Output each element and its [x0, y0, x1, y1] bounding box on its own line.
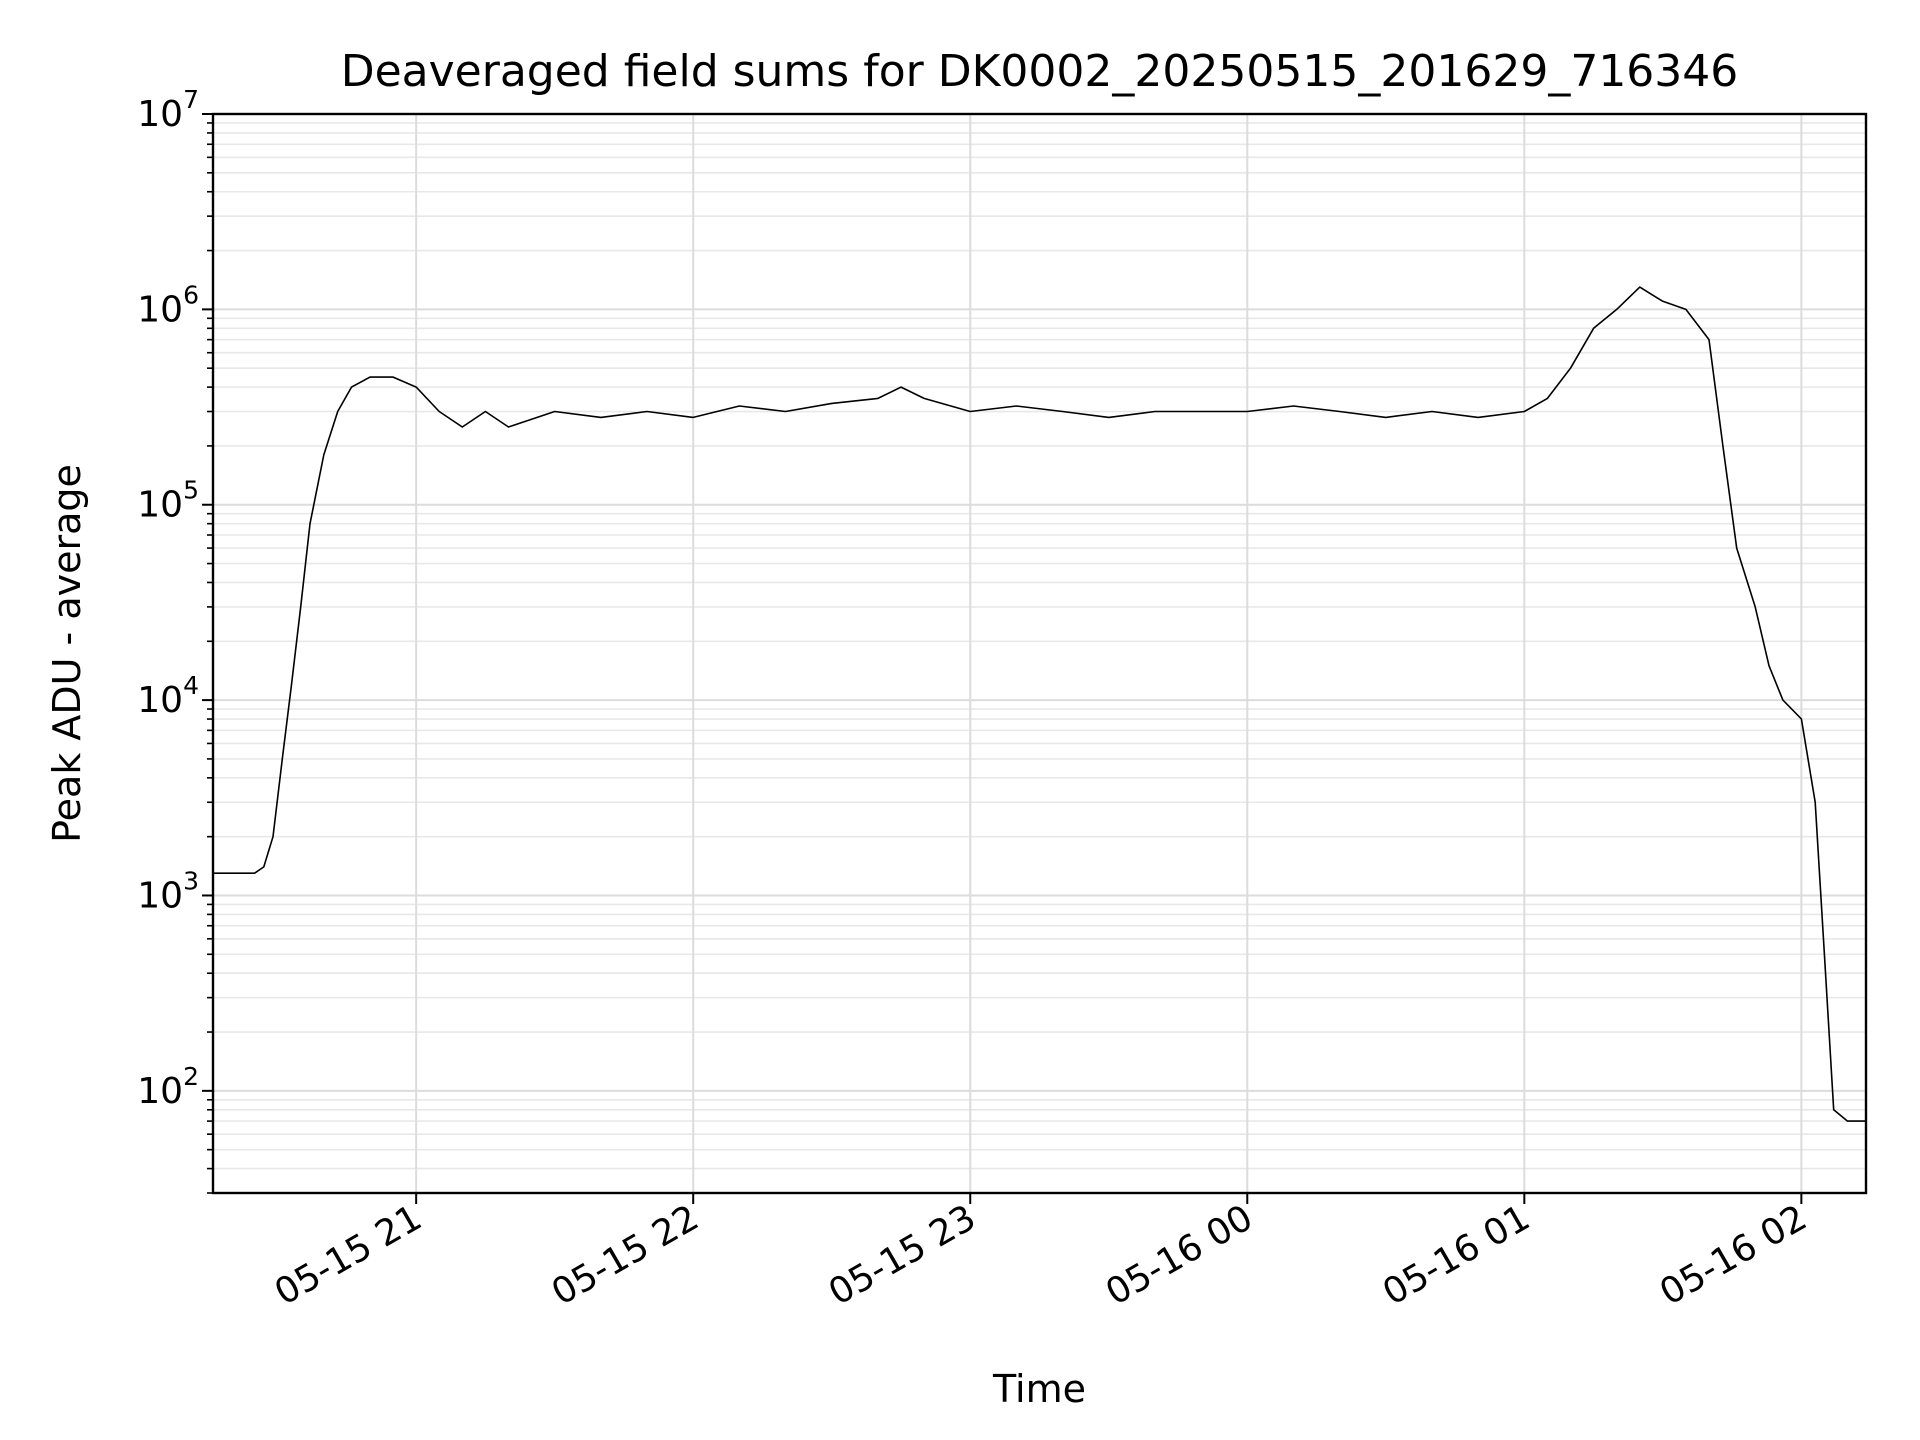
x-axis-label: Time: [992, 1367, 1086, 1411]
series-group: [213, 286, 1866, 1122]
y-axis-label: Peak ADU - average: [45, 464, 89, 843]
y-tick-label: 102: [137, 1062, 199, 1112]
y-tick-label: 104: [137, 671, 199, 721]
grid: [213, 113, 1866, 1194]
chart-title: Deaveraged field sums for DK0002_2025051…: [341, 46, 1739, 97]
y-tick-label: 107: [137, 85, 199, 135]
plot-frame: [211, 112, 1868, 1195]
y-tick-label: 106: [137, 280, 199, 330]
series-line-0: [213, 286, 1866, 1122]
y-tick-label: 105: [137, 476, 199, 526]
y-tick-label: 103: [137, 866, 199, 916]
